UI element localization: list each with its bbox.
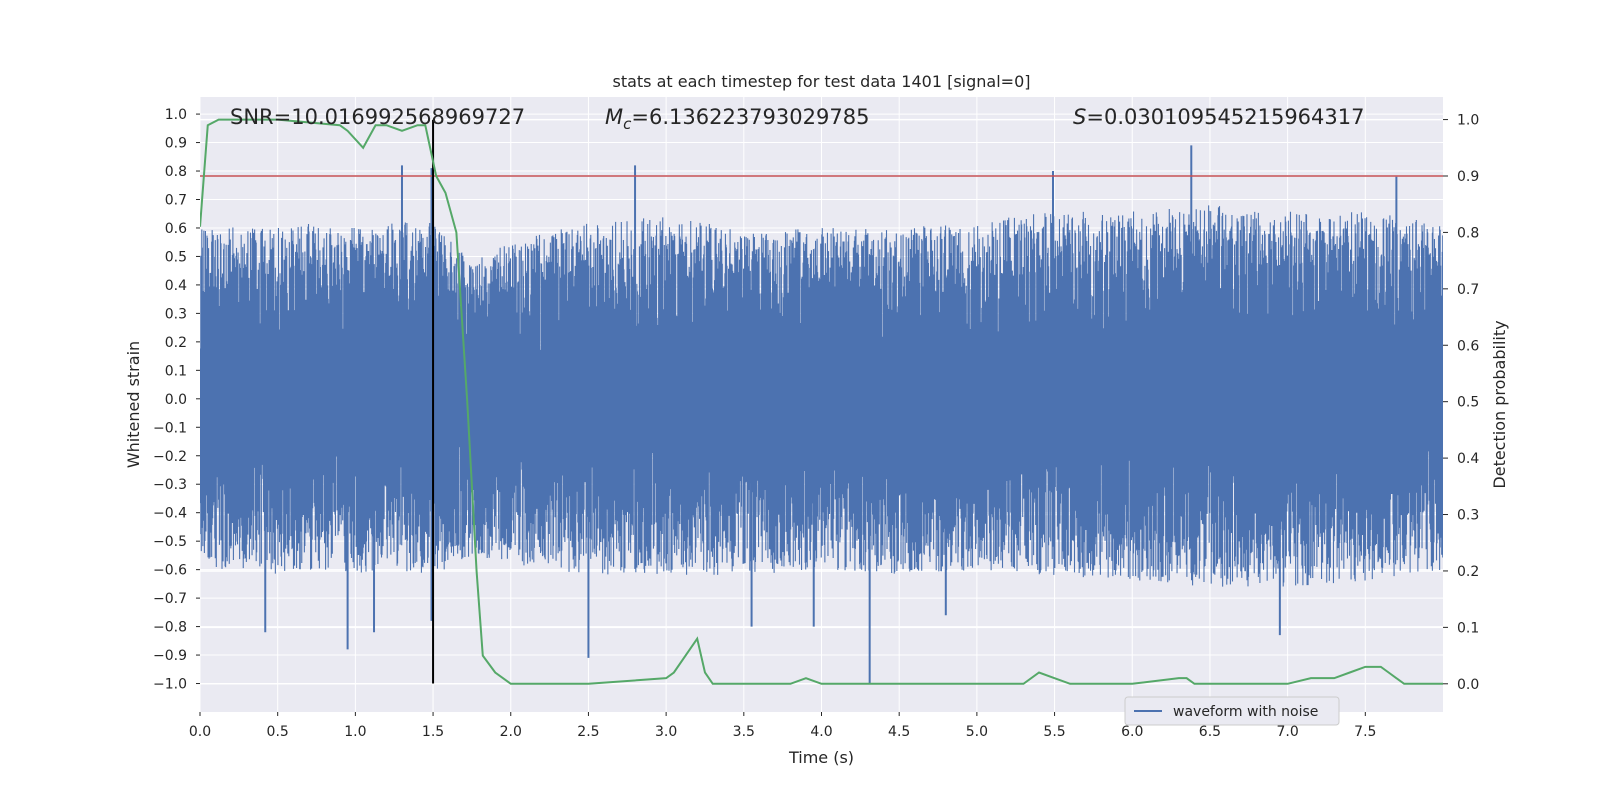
- y-left-tick-label: −0.4: [153, 506, 187, 522]
- x-tick-label: 1.5: [422, 724, 444, 740]
- y-right-tick-label: 0.1: [1457, 620, 1479, 636]
- reference-lines: [200, 119, 1443, 684]
- y-left-tick-label: 0.7: [165, 193, 187, 209]
- x-tick-label: 5.5: [1043, 724, 1065, 740]
- y-right-tick-label: 0.6: [1457, 338, 1479, 354]
- x-tick-label: 0.0: [189, 724, 211, 740]
- s-value: 0.030109545215964317: [1104, 105, 1365, 129]
- x-tick-label: 6.0: [1121, 724, 1143, 740]
- waveform-core: [200, 350, 1443, 448]
- y-left-tick-label: 0.2: [165, 335, 187, 351]
- x-tick-label: 2.5: [577, 724, 599, 740]
- y-left-tick-label: −0.9: [153, 648, 187, 664]
- y-right-tick-label: 0.2: [1457, 564, 1479, 580]
- snr-label: SNR: [230, 105, 274, 129]
- y-left-tick-label: 1.0: [165, 107, 187, 123]
- x-tick-label: 2.0: [500, 724, 522, 740]
- x-tick-label: 6.5: [1199, 724, 1221, 740]
- x-tick-label: 1.0: [344, 724, 366, 740]
- y-right-tick-label: 1.0: [1457, 113, 1479, 129]
- y-left-tick-label: −1.0: [153, 677, 187, 693]
- y-right-tick-label: 0.8: [1457, 225, 1479, 241]
- y-right-tick-label: 0.5: [1457, 395, 1479, 411]
- y-left-tick-label: −0.6: [153, 563, 187, 579]
- y-left-tick-label: −0.3: [153, 477, 187, 493]
- snr-value: 10.016992568969727: [291, 105, 525, 129]
- waveform-series: [200, 145, 1443, 684]
- legend-box: [1124, 696, 1340, 726]
- x-tick-label: 3.0: [655, 724, 677, 740]
- y-left-tick-label: −0.2: [153, 449, 187, 465]
- y-left-tick-label: −0.5: [153, 534, 187, 550]
- mc-symbol: M: [605, 105, 623, 129]
- chirp-mass-annotation: Mc=6.136223793029785: [605, 105, 869, 133]
- y-left-tick-label: 0.4: [165, 278, 187, 294]
- y-right-tick-label: 0.0: [1457, 677, 1479, 693]
- snr-annotation: SNR=10.016992568969727: [230, 105, 525, 129]
- x-tick-label: 4.5: [888, 724, 910, 740]
- y-left-tick-label: 0.5: [165, 249, 187, 265]
- y-left-tick-label: −0.1: [153, 420, 187, 436]
- probability-series: [200, 118, 1443, 685]
- chart-title: stats at each timestep for test data 140…: [612, 72, 1030, 91]
- mc-value: 6.136223793029785: [649, 105, 869, 129]
- x-axis-label: Time (s): [788, 748, 854, 767]
- probability-line: [200, 118, 1443, 685]
- legend-label-waveform: waveform with noise: [1173, 704, 1318, 720]
- x-tick-label: 4.0: [810, 724, 832, 740]
- y-right-tick-label: 0.3: [1457, 508, 1479, 524]
- y-left-tick-label: 0.3: [165, 306, 187, 322]
- y-left-tick-label: 0.8: [165, 164, 187, 180]
- x-tick-label: 5.0: [966, 724, 988, 740]
- y-left-tick-label: 0.6: [165, 221, 187, 237]
- y-left-tick-label: 0.0: [165, 392, 187, 408]
- y-left-tick-label: −0.8: [153, 620, 187, 636]
- x-tick-label: 3.5: [733, 724, 755, 740]
- s-equals: =: [1086, 105, 1104, 129]
- y-right-tick-label: 0.9: [1457, 169, 1479, 185]
- y-right-tick-label: 0.7: [1457, 282, 1479, 298]
- snr-equals: =: [274, 105, 292, 129]
- y-right-tick-label: 0.4: [1457, 451, 1479, 467]
- s-symbol: S: [1073, 105, 1086, 129]
- y-left-tick-label: 0.9: [165, 136, 187, 152]
- y-left-tick-label: 0.1: [165, 363, 187, 379]
- x-tick-label: 7.0: [1276, 724, 1298, 740]
- legend: waveform with noise: [1124, 696, 1340, 726]
- y-axis-left-label: Whitened strain: [124, 341, 143, 468]
- y-axis-right-label: Detection probability: [1490, 320, 1509, 488]
- y-left-tick-label: −0.7: [153, 591, 187, 607]
- axis-ticks: 0.0 0.5 1.0 1.5 2.0 2.5 3.0 3.5 4.0 4.5 5.0 5.5 6.0 6…: [153, 107, 1479, 740]
- mc-subscript: c: [623, 115, 632, 133]
- x-tick-label: 7.5: [1354, 724, 1376, 740]
- x-tick-label: 0.5: [267, 724, 289, 740]
- s-annotation: S=0.030109545215964317: [1073, 105, 1364, 129]
- mc-equals: =: [631, 105, 649, 129]
